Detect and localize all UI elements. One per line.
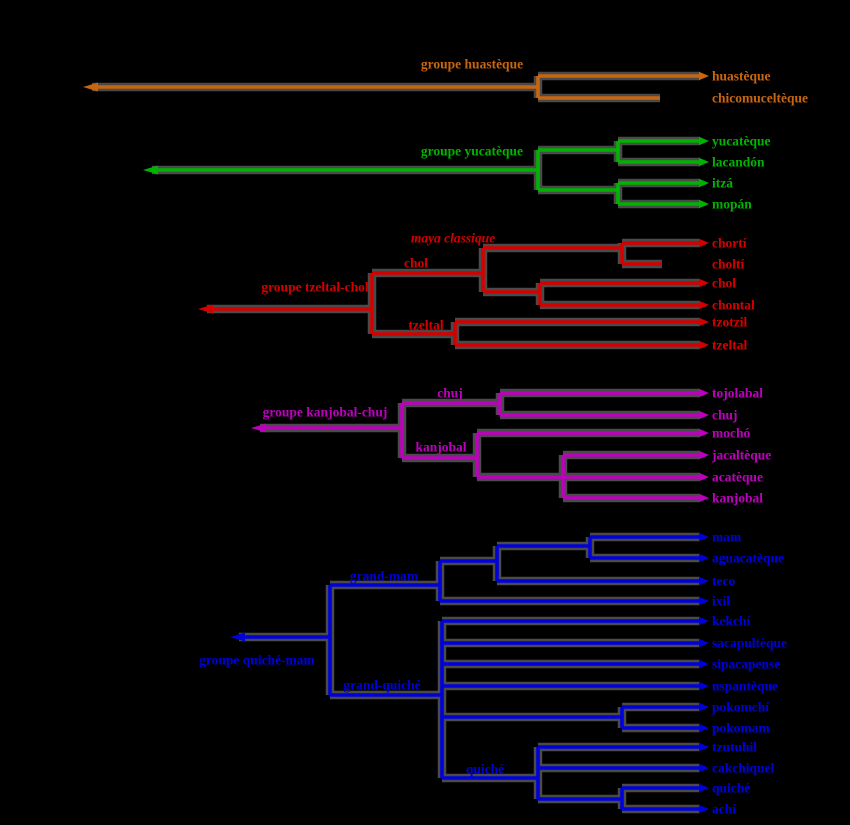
leaf-arrow-icon xyxy=(699,388,709,398)
leaf-arrow-icon xyxy=(699,532,709,542)
leaf-label: tojolabal xyxy=(712,386,763,401)
leaf-label: aguacatèque xyxy=(712,551,784,566)
group-yucateque: yucatèque lacandón itzá mopán groupe yucatèq… xyxy=(143,134,771,212)
leaf-arrow-icon xyxy=(699,300,709,310)
leaf-arrow-icon xyxy=(699,238,709,248)
group-label: groupe quiché-mam xyxy=(199,653,315,668)
leaf-label: jacaltèque xyxy=(711,448,771,463)
group-label: groupe huastèque xyxy=(421,57,523,72)
root-arrow-icon xyxy=(230,632,245,642)
leaf-label: tzeltal xyxy=(712,338,747,353)
leaf-arrow-icon xyxy=(699,71,709,81)
leaf-label: uspantèque xyxy=(712,679,778,694)
leaf-arrow-icon xyxy=(699,410,709,420)
leaf-label: tzotzil xyxy=(712,315,747,330)
leaf-label: ixil xyxy=(712,594,730,609)
leaf-label: mam xyxy=(712,530,742,545)
group-label: groupe yucatèque xyxy=(421,144,523,159)
group-label: groupe tzeltal-chol xyxy=(261,280,369,295)
leaf-arrow-icon xyxy=(699,472,709,482)
leaf-arrow-icon xyxy=(699,723,709,733)
leaf-label: lacandón xyxy=(712,155,765,170)
leaf-arrow-icon xyxy=(699,493,709,503)
leaf-label: mochó xyxy=(712,426,750,441)
leaf-arrow-icon xyxy=(699,742,709,752)
leaf-label: pokomam xyxy=(712,721,771,736)
leaf-label: pokomchí xyxy=(712,700,769,715)
leaf-arrow-icon xyxy=(699,638,709,648)
leaf-label: chortí xyxy=(712,236,747,251)
leaf-label: kekchí xyxy=(712,614,751,629)
group-kanjobal-chuj: tojolabal chuj mochó jacaltèque acatèque kanj… xyxy=(251,386,771,506)
leaf-arrow-icon xyxy=(699,596,709,606)
node-label: kanjobal xyxy=(415,440,466,455)
root-arrow-icon xyxy=(83,82,98,92)
node-label: tzeltal xyxy=(408,318,443,333)
leaf-label: huastèque xyxy=(712,69,771,84)
group-label: groupe kanjobal-chuj xyxy=(263,405,388,420)
leaf-label: sacapultèque xyxy=(712,636,787,651)
leaf-arrow-icon xyxy=(699,317,709,327)
group-huasteque: huastèque chicomuceltèque groupe huastèque xyxy=(83,57,808,106)
node-label: maya classique xyxy=(411,231,495,246)
leaf-arrow-icon xyxy=(699,428,709,438)
leaf-label: teco xyxy=(712,574,735,589)
leaf-label: chicomuceltèque xyxy=(712,91,808,106)
group-quiche-mam: mam aguacatèque teco ixil kekchí sacapultèque… xyxy=(199,530,787,817)
leaf-arrow-icon xyxy=(699,450,709,460)
leaf-arrow-icon xyxy=(699,783,709,793)
leaf-arrow-icon xyxy=(699,763,709,773)
leaf-arrow-icon xyxy=(699,616,709,626)
leaf-arrow-icon xyxy=(699,659,709,669)
leaf-arrow-icon xyxy=(699,278,709,288)
node-label: chol xyxy=(404,256,428,271)
leaf-arrow-icon xyxy=(699,804,709,814)
root-arrow-icon xyxy=(198,304,213,314)
leaf-label: yucatèque xyxy=(712,134,771,149)
leaf-arrow-icon xyxy=(699,553,709,563)
root-arrow-icon xyxy=(251,423,266,433)
node-label: grand-mam xyxy=(350,569,419,584)
leaf-arrow-icon xyxy=(699,199,709,209)
group-tzeltal-chol: chortí choltí chol chontal tzotzil tzeltal gro… xyxy=(198,231,755,353)
leaf-label: chontal xyxy=(712,298,755,313)
leaf-label: choltí xyxy=(712,257,744,272)
leaf-label: acatèque xyxy=(712,470,763,485)
node-label: quiché xyxy=(466,762,504,777)
leaf-arrow-icon xyxy=(699,681,709,691)
leaf-label: tzutuhil xyxy=(712,740,757,755)
node-label: chuj xyxy=(437,386,463,401)
leaf-label: kanjobal xyxy=(712,491,763,506)
leaf-label: chuj xyxy=(712,408,738,423)
leaf-label: achí xyxy=(712,802,736,817)
node-label: grand-quiché xyxy=(343,678,420,693)
root-arrow-icon xyxy=(143,165,158,175)
leaf-label: quiché xyxy=(712,781,750,796)
leaf-label: chol xyxy=(712,276,736,291)
leaf-label: cakchiquel xyxy=(712,761,775,776)
leaf-arrow-icon xyxy=(699,702,709,712)
leaf-arrow-icon xyxy=(699,178,709,188)
leaf-arrow-icon xyxy=(699,157,709,167)
leaf-arrow-icon xyxy=(699,576,709,586)
leaf-arrow-icon xyxy=(699,340,709,350)
leaf-label: sipacapense xyxy=(712,657,780,672)
leaf-label: itzá xyxy=(712,176,733,191)
leaf-label: mopán xyxy=(712,197,752,212)
leaf-arrow-icon xyxy=(699,136,709,146)
